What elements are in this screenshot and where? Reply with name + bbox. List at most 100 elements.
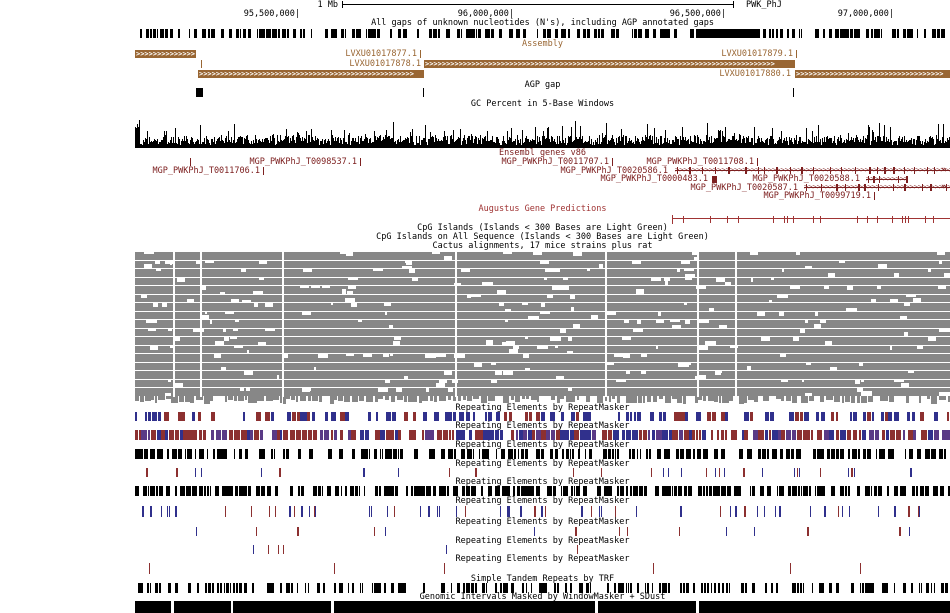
mark	[464, 506, 466, 517]
mark	[889, 298, 899, 303]
assembly-row[interactable]: LVXU01017878.1 >>>>>>>>>>>>>>>>>>>>>>>>>>…	[135, 60, 950, 68]
ensembl-item-label[interactable]: MGP_PWKPhJ_T0020588.1	[752, 174, 860, 185]
mark	[368, 412, 371, 421]
mark	[511, 29, 513, 38]
track-title-repeatmasker-4[interactable]: Repeating Elements by RepeatMasker	[455, 459, 630, 469]
mark	[672, 486, 674, 496]
assembly-contig-bar[interactable]: >>>>>>>>>>>>>>>>>>>>>>>>>>>>>>>>>>>>>>>>…	[424, 60, 795, 68]
assembly-row[interactable]: >>>>>>>>>>>>>> LVXU01017877.1 LVXU01017879…	[135, 50, 950, 58]
mark	[378, 486, 381, 496]
track-wm[interactable]	[135, 601, 950, 613]
track-rm4[interactable]	[135, 468, 950, 477]
track-title-gc-percent[interactable]: GC Percent in 5-Base Windows	[470, 99, 615, 109]
mark	[888, 449, 891, 459]
mark	[938, 124, 939, 148]
mark	[827, 449, 831, 459]
mark	[666, 449, 670, 459]
mark	[622, 136, 623, 148]
mark	[711, 430, 714, 440]
ensembl-item-label[interactable]: MGP_PWKPhJ_T0011706.1	[152, 165, 260, 176]
mark	[236, 141, 237, 148]
gene-structure[interactable]: >>>>>>>>>>>>>>>>>>>>>>>>>>>>>>>>>>>>>>>>…	[675, 167, 950, 175]
track-augustus[interactable]	[135, 214, 950, 224]
assembly-row[interactable]: >>>>>>>>>>>>>>>>>>>>>>>>>>>>>>>>>>>>>>>>…	[135, 70, 950, 78]
track-gaps[interactable]	[135, 29, 950, 38]
assembly-item-label[interactable]: LVXU01017878.1	[349, 59, 421, 69]
mark	[204, 260, 214, 264]
track-title-cpg-islands[interactable]: CpG Islands (Islands < 300 Bases are Lig…	[417, 223, 668, 233]
mark	[836, 144, 837, 148]
track-rm9[interactable]	[135, 563, 950, 574]
track-title-repeatmasker-2[interactable]: Repeating Elements by RepeatMasker	[455, 421, 630, 431]
track-title-windowmasker[interactable]: Genomic Intervals Masked by WindowMasker…	[419, 592, 666, 602]
mark	[645, 29, 648, 38]
mark	[207, 139, 208, 148]
ensembl-item-label[interactable]: MGP_PWKPhJ_T0000483.1	[600, 174, 708, 185]
track-title-trf[interactable]: Simple Tandem Repeats by TRF	[470, 574, 615, 584]
ensembl-item-label[interactable]: MGP_PWKPhJ_T0011707.1	[501, 157, 609, 167]
track-title-repeatmasker-8[interactable]: Repeating Elements by RepeatMasker	[455, 536, 630, 546]
ensembl-item-label[interactable]: MGP_PWKPhJ_T0098537.1	[249, 157, 357, 167]
track-rm3[interactable]	[135, 449, 950, 459]
assembly-contig-bar[interactable]: >>>>>>>>>>>>>>	[135, 50, 196, 58]
track-title-assembly[interactable]: Assembly	[522, 39, 563, 49]
ensembl-row[interactable]: MGP_PWKPhJ_T0099719.1	[135, 191, 950, 202]
track-gc-percent[interactable]	[135, 112, 950, 148]
ensembl-row[interactable]: MGP_PWKPhJ_T0098537.1 MGP_PWKPhJ_T0011707…	[135, 158, 950, 166]
track-rm1[interactable]	[135, 412, 950, 421]
track-rm5[interactable]	[135, 486, 950, 496]
track-cactus-alignments[interactable]	[135, 252, 950, 408]
track-title-augustus[interactable]: Augustus Gene Predictions	[478, 204, 607, 214]
track-title-cactus[interactable]: Cactus alignments, 17 mice strains plus …	[432, 241, 653, 251]
ensembl-item-label[interactable]: MGP_PWKPhJ_T0020586.1	[560, 165, 668, 176]
track-title-agp-gap[interactable]: AGP gap	[524, 80, 561, 90]
track-title-repeatmasker-3[interactable]: Repeating Elements by RepeatMasker	[455, 440, 630, 450]
assembly-item-label[interactable]: LVXU01017880.1	[719, 69, 791, 79]
mark	[808, 139, 809, 148]
mark	[556, 144, 557, 148]
mark	[742, 138, 743, 148]
ensembl-row[interactable]: MGP_PWKPhJ_T0020587.1 >>>>>>>>>>>>>>>>>>>…	[135, 184, 950, 192]
track-title-cpg-all[interactable]: CpG Islands on All Sequence (Islands < 3…	[376, 232, 709, 242]
track-rm7[interactable]	[135, 527, 950, 536]
mark	[638, 430, 643, 440]
assembly-item-label[interactable]: LVXU01017877.1	[345, 49, 417, 59]
track-agp-gap[interactable]	[135, 88, 950, 97]
mark	[248, 29, 252, 38]
scale-bar-line[interactable]	[342, 4, 733, 5]
ensembl-item-label[interactable]: MGP_PWKPhJ_T0011708.1	[646, 157, 754, 167]
mark	[299, 286, 310, 289]
mark	[582, 486, 588, 496]
mark	[241, 430, 247, 440]
mark	[452, 486, 458, 496]
ensembl-item-label[interactable]: MGP_PWKPhJ_T0099719.1	[763, 191, 871, 202]
ensembl-row[interactable]: MGP_PWKPhJ_T0011706.1 MGP_PWKPhJ_T0020586…	[135, 165, 950, 176]
mark	[436, 354, 447, 358]
mark	[448, 144, 449, 148]
mark	[239, 29, 242, 38]
assembly-item-label[interactable]: LVXU01017879.1	[721, 49, 793, 59]
gene-structure[interactable]: >>>>>>>>>>	[866, 175, 908, 183]
mark	[633, 141, 634, 148]
track-rm2[interactable]	[135, 430, 950, 440]
track-trf[interactable]	[135, 583, 950, 593]
gene-structure[interactable]: >>>>>>>>>>>>>>>>>>>>>>>>>>>>>>>>>>>»	[804, 184, 950, 192]
assembly-contig-bar[interactable]: >>>>>>>>>>>>>>>>>>>>>>>>>>>>>>>>>>>	[795, 70, 950, 78]
mark	[744, 396, 747, 404]
track-title-repeatmasker-5[interactable]: Repeating Elements by RepeatMasker	[455, 477, 630, 487]
ensembl-item-label[interactable]: MGP_PWKPhJ_T0020587.1	[690, 182, 798, 193]
ensembl-row[interactable]: MGP_PWKPhJ_T0000483.1 MGP_PWKPhJ_T0020588…	[135, 175, 950, 183]
track-rm6[interactable]	[135, 506, 950, 517]
track-title-repeatmasker-6[interactable]: Repeating Elements by RepeatMasker	[455, 496, 630, 506]
mark	[767, 486, 772, 496]
mark	[293, 506, 295, 517]
track-title-repeatmasker-1[interactable]: Repeating Elements by RepeatMasker	[455, 403, 630, 413]
track-title-ensembl[interactable]: Ensembl genes v86	[499, 148, 586, 158]
mark	[563, 277, 569, 280]
track-rm8[interactable]	[135, 545, 950, 554]
assembly-contig-bar[interactable]: >>>>>>>>>>>>>>>>>>>>>>>>>>>>>>>>>>>>>>>>…	[198, 70, 424, 78]
track-title-repeatmasker-9[interactable]: Repeating Elements by RepeatMasker	[455, 554, 630, 564]
track-title-repeatmasker-7[interactable]: Repeating Elements by RepeatMasker	[455, 517, 630, 527]
track-title-gaps[interactable]: All gaps of unknown nucleotides (N's), i…	[371, 18, 714, 28]
